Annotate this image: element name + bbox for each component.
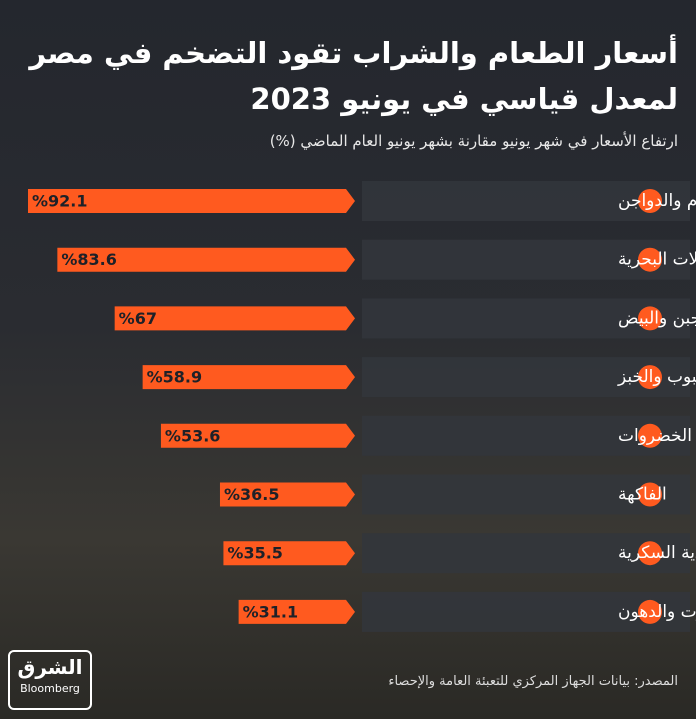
bar xyxy=(223,541,355,566)
label-panel xyxy=(362,239,690,280)
category-label: الزيوت والدهون xyxy=(618,602,696,622)
logo-text: الشرق xyxy=(17,655,83,679)
icon xyxy=(638,247,662,272)
icon xyxy=(638,541,662,566)
category-label: الفاكهة xyxy=(618,485,667,505)
value-label: %31.1 xyxy=(243,602,299,621)
value-label: %58.9 xyxy=(147,368,203,387)
icon xyxy=(638,189,662,213)
value-label: %36.5 xyxy=(224,485,280,504)
value-label: %67 xyxy=(119,309,157,328)
source-note: المصدر: بيانات الجهاز المركزي للتعبئة ال… xyxy=(388,674,678,689)
label-panel xyxy=(362,357,690,398)
chart-title: أسعار الطعام والشراب تقود التضخم في مصر … xyxy=(29,36,678,116)
bar xyxy=(114,306,356,331)
logo-subtext: Bloomberg xyxy=(20,682,80,695)
icon xyxy=(638,599,662,624)
icon xyxy=(638,423,662,448)
value-label: %35.5 xyxy=(227,544,283,563)
label-panel xyxy=(362,181,690,221)
bar xyxy=(238,599,355,624)
category-label: الخضروات xyxy=(618,426,692,446)
icon xyxy=(638,482,662,507)
icon xyxy=(638,306,662,331)
logo: الشرق Bloomberg xyxy=(8,650,92,710)
icon xyxy=(638,365,662,390)
bar xyxy=(219,482,355,507)
label-panel xyxy=(362,474,690,515)
label-panel xyxy=(362,415,690,456)
category-label: اللحوم والدواجن xyxy=(618,191,696,211)
bar xyxy=(142,365,355,390)
category-label: الأسماك والمأكولات البحرية xyxy=(618,247,696,270)
category-label: الحبوب والخبز xyxy=(617,367,696,387)
category-label: الألبان والجبن والبيض xyxy=(618,307,696,328)
bar xyxy=(28,189,355,213)
label-panel xyxy=(362,591,690,632)
value-label: %83.6 xyxy=(61,250,117,269)
label-panel xyxy=(362,298,690,339)
category-label: السكر والأغذية السكرية xyxy=(618,542,696,563)
bar xyxy=(160,423,355,448)
value-label: %92.1 xyxy=(32,192,88,211)
chart-subtitle: ارتفاع الأسعار في شهر يونيو مقارنة بشهر … xyxy=(269,132,678,150)
bar xyxy=(57,247,355,272)
value-label: %53.6 xyxy=(165,426,221,445)
label-panel xyxy=(362,533,690,574)
